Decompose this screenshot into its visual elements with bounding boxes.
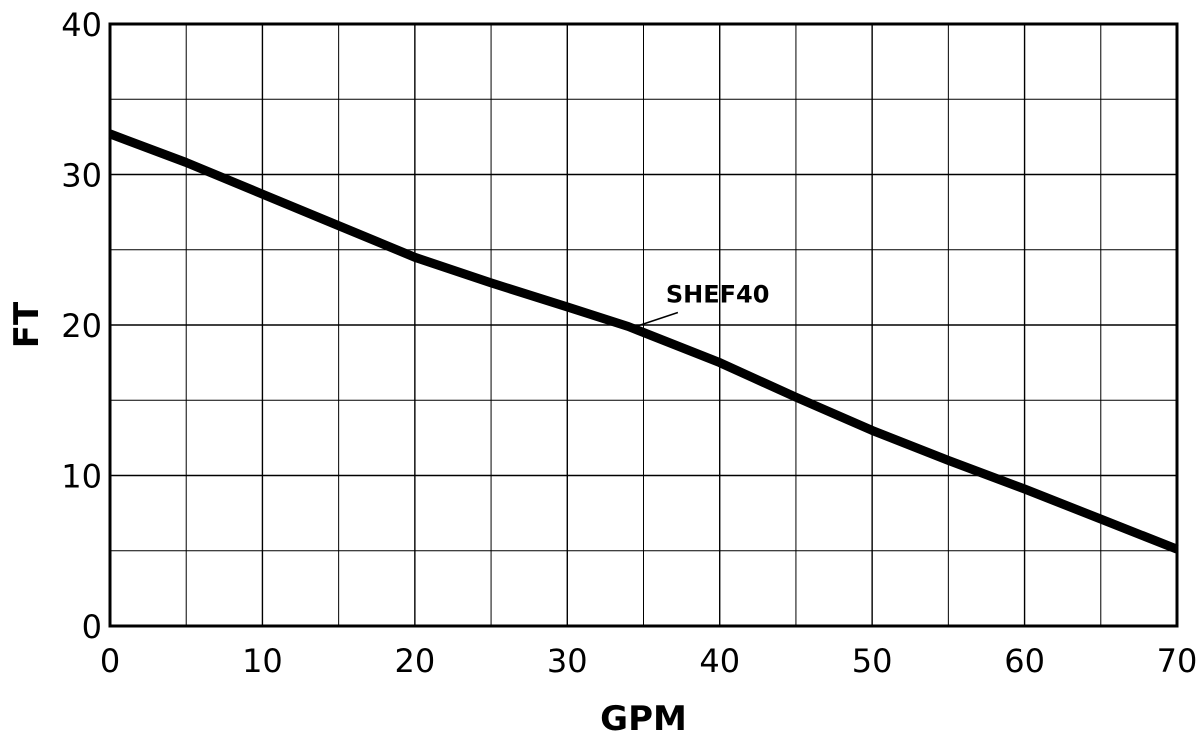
x-axis-title: GPM [600, 699, 687, 735]
x-tick-label: 10 [242, 642, 283, 680]
x-tick-label: 50 [852, 642, 893, 680]
x-tick-label: 60 [1004, 642, 1045, 680]
annotation-label: SHEF40 [666, 281, 770, 309]
series-line [108, 129, 1179, 554]
plot-frame [108, 22, 1179, 628]
x-tick-label: 30 [547, 642, 588, 680]
y-tick-labels: 0 10 20 30 40 [61, 6, 102, 646]
x-tick-label: 0 [100, 642, 120, 680]
annotation-leader [635, 311, 679, 328]
y-axis-title: FT [7, 301, 47, 348]
series-layer [108, 129, 1179, 554]
grid-major [110, 24, 1177, 626]
annotation-layer: SHEF40 [635, 281, 770, 328]
x-tick-labels: 0 10 20 30 40 50 60 70 [100, 642, 1198, 680]
y-tick-label: 30 [61, 157, 102, 195]
x-tick-label: 70 [1157, 642, 1198, 680]
y-tick-label: 40 [61, 6, 102, 44]
y-tick-label: 10 [61, 458, 102, 496]
x-tick-label: 20 [394, 642, 435, 680]
y-tick-label: 0 [82, 608, 102, 646]
x-tick-label: 40 [699, 642, 740, 680]
y-tick-label: 20 [61, 307, 102, 345]
